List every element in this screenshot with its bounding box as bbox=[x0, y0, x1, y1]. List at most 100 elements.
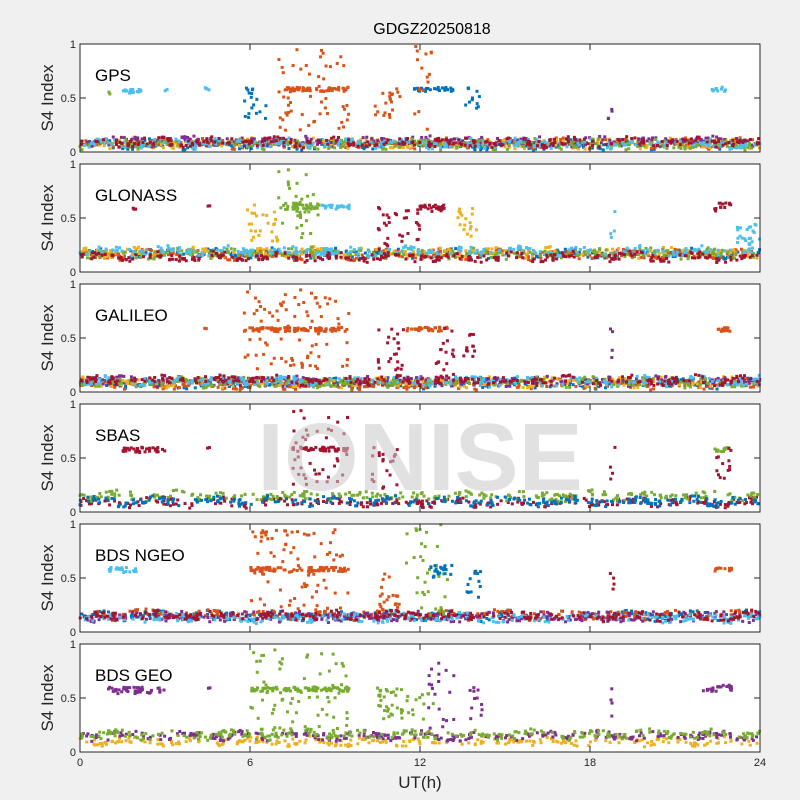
data-point bbox=[295, 209, 299, 213]
data-point bbox=[207, 253, 211, 257]
data-point bbox=[128, 145, 132, 149]
data-point bbox=[411, 256, 415, 260]
data-point bbox=[508, 381, 512, 385]
data-point bbox=[386, 376, 390, 380]
data-point bbox=[398, 378, 402, 382]
data-point bbox=[684, 247, 688, 251]
data-point bbox=[81, 250, 85, 254]
data-point bbox=[306, 144, 310, 148]
data-point bbox=[257, 233, 261, 237]
data-point bbox=[642, 256, 646, 260]
data-point bbox=[650, 138, 654, 142]
data-point bbox=[590, 251, 594, 255]
data-point bbox=[254, 229, 258, 233]
data-point bbox=[690, 145, 694, 149]
data-point bbox=[528, 247, 532, 251]
data-point bbox=[658, 145, 662, 149]
data-point bbox=[153, 255, 157, 259]
data-point bbox=[169, 247, 173, 251]
data-point bbox=[483, 248, 487, 252]
data-point bbox=[304, 173, 308, 177]
data-point bbox=[319, 256, 323, 260]
data-point bbox=[277, 170, 281, 174]
data-point bbox=[706, 253, 710, 257]
data-point bbox=[276, 382, 280, 386]
data-point bbox=[548, 138, 552, 142]
data-point bbox=[748, 385, 752, 389]
data-point bbox=[308, 94, 312, 98]
data-point bbox=[455, 137, 459, 141]
data-point bbox=[692, 249, 696, 253]
data-point bbox=[741, 140, 745, 144]
data-point bbox=[695, 141, 699, 145]
data-point bbox=[567, 254, 571, 258]
data-point bbox=[740, 236, 744, 240]
data-point bbox=[689, 143, 693, 147]
data-point bbox=[714, 207, 718, 211]
data-point bbox=[529, 143, 533, 147]
data-point bbox=[700, 244, 704, 248]
data-point bbox=[516, 138, 520, 142]
data-point bbox=[742, 379, 746, 383]
data-point bbox=[472, 250, 476, 254]
data-point bbox=[261, 143, 265, 147]
data-point bbox=[153, 137, 157, 141]
data-point bbox=[421, 89, 425, 93]
data-point bbox=[99, 384, 103, 388]
data-point bbox=[299, 67, 303, 71]
data-point bbox=[429, 142, 433, 146]
data-point bbox=[464, 257, 468, 261]
data-point bbox=[584, 143, 588, 147]
data-point bbox=[625, 246, 629, 250]
data-point bbox=[471, 207, 475, 211]
data-point bbox=[374, 113, 378, 117]
data-point bbox=[349, 250, 353, 254]
data-point bbox=[721, 138, 725, 142]
data-point bbox=[528, 250, 532, 254]
data-point bbox=[463, 223, 467, 227]
data-point bbox=[735, 258, 739, 262]
data-point bbox=[740, 142, 744, 146]
data-point bbox=[640, 140, 644, 144]
data-point bbox=[677, 145, 681, 149]
data-point bbox=[683, 145, 687, 149]
data-point bbox=[411, 140, 415, 144]
data-point bbox=[723, 376, 727, 380]
data-point bbox=[384, 223, 388, 227]
data-point bbox=[642, 141, 646, 145]
data-point bbox=[444, 254, 448, 258]
data-point bbox=[282, 95, 286, 99]
data-point bbox=[250, 137, 254, 141]
data-point bbox=[190, 139, 194, 143]
data-point bbox=[259, 141, 263, 145]
data-point bbox=[157, 384, 161, 388]
data-point bbox=[701, 252, 705, 256]
data-point bbox=[510, 140, 514, 144]
data-point bbox=[242, 138, 246, 142]
data-point bbox=[540, 145, 544, 149]
data-point bbox=[402, 252, 406, 256]
data-point bbox=[733, 256, 737, 260]
data-point bbox=[254, 111, 258, 115]
data-point bbox=[231, 387, 235, 391]
data-point bbox=[717, 258, 721, 262]
data-point bbox=[719, 251, 723, 255]
data-point bbox=[404, 383, 408, 387]
data-point bbox=[624, 142, 628, 146]
data-point bbox=[522, 136, 526, 140]
data-point bbox=[437, 88, 441, 92]
data-point bbox=[473, 387, 477, 391]
data-point bbox=[659, 375, 663, 379]
data-point bbox=[657, 255, 661, 259]
data-point bbox=[296, 145, 300, 149]
data-point bbox=[449, 252, 453, 256]
data-point bbox=[467, 258, 471, 262]
data-point bbox=[400, 239, 404, 243]
data-point bbox=[121, 379, 125, 383]
data-point bbox=[338, 140, 342, 144]
data-point bbox=[95, 248, 99, 252]
data-point bbox=[538, 254, 542, 258]
data-point bbox=[248, 139, 252, 143]
data-point bbox=[691, 141, 695, 145]
data-point bbox=[729, 258, 733, 262]
